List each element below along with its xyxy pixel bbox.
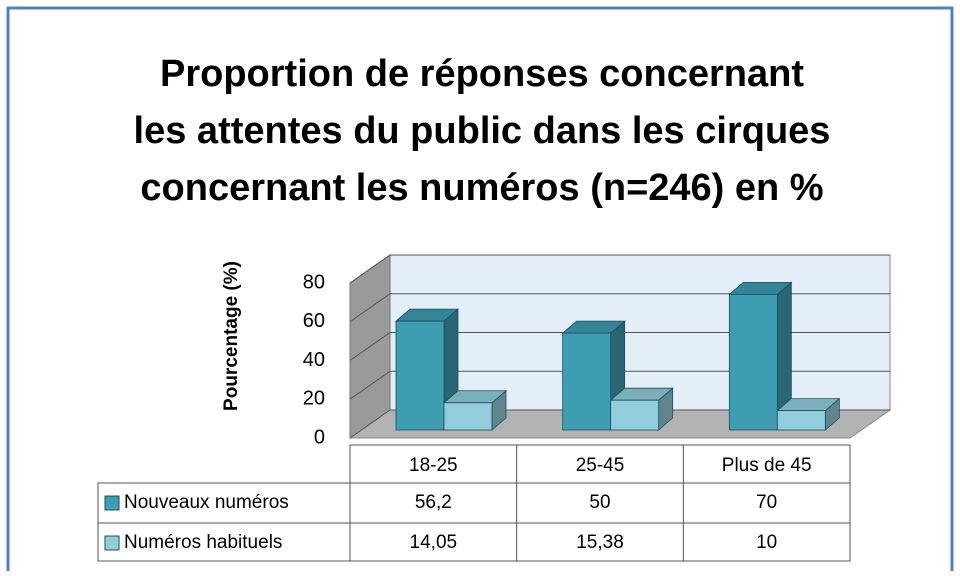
bar bbox=[610, 399, 660, 431]
x-tick-label: 18-25 bbox=[409, 455, 458, 476]
data-label: 56,2 bbox=[415, 492, 452, 513]
data-label: 14,05 bbox=[410, 532, 458, 553]
grid-line bbox=[349, 254, 890, 284]
legend-label: Numéros habituels bbox=[124, 532, 282, 553]
x-tick-label: Plus de 45 bbox=[722, 455, 812, 476]
legend-label: Nouveaux numéros bbox=[124, 492, 289, 513]
chart-title: Proportion de réponses concernant bbox=[160, 53, 804, 95]
chart-title: les attentes du public dans les cirques bbox=[134, 110, 831, 152]
data-label: 10 bbox=[756, 532, 777, 553]
y-tick-label: 20 bbox=[303, 388, 325, 410]
bar bbox=[443, 402, 493, 431]
y-tick-label: 0 bbox=[314, 426, 325, 448]
chart-title: concernant les numéros (n=246) en % bbox=[140, 167, 823, 209]
bar bbox=[776, 410, 826, 431]
data-label: 15,38 bbox=[576, 532, 624, 553]
y-tick-label: 40 bbox=[303, 349, 325, 371]
bar bbox=[562, 332, 612, 431]
x-tick-label: 25-45 bbox=[576, 455, 625, 476]
bar bbox=[395, 320, 445, 431]
data-label: 50 bbox=[589, 492, 610, 513]
grid-line bbox=[349, 370, 890, 400]
y-tick-label: 60 bbox=[303, 310, 325, 332]
bar bbox=[728, 293, 778, 431]
legend-swatch bbox=[104, 535, 120, 551]
grid-line bbox=[349, 409, 890, 439]
grid-line bbox=[349, 293, 890, 323]
y-tick-label: 80 bbox=[303, 271, 325, 293]
y-axis-label: Pourcentage (%) bbox=[221, 261, 242, 411]
legend-swatch bbox=[104, 495, 120, 511]
data-label: 70 bbox=[756, 492, 777, 513]
grid-line bbox=[349, 332, 890, 361]
frame bbox=[6, 6, 954, 571]
